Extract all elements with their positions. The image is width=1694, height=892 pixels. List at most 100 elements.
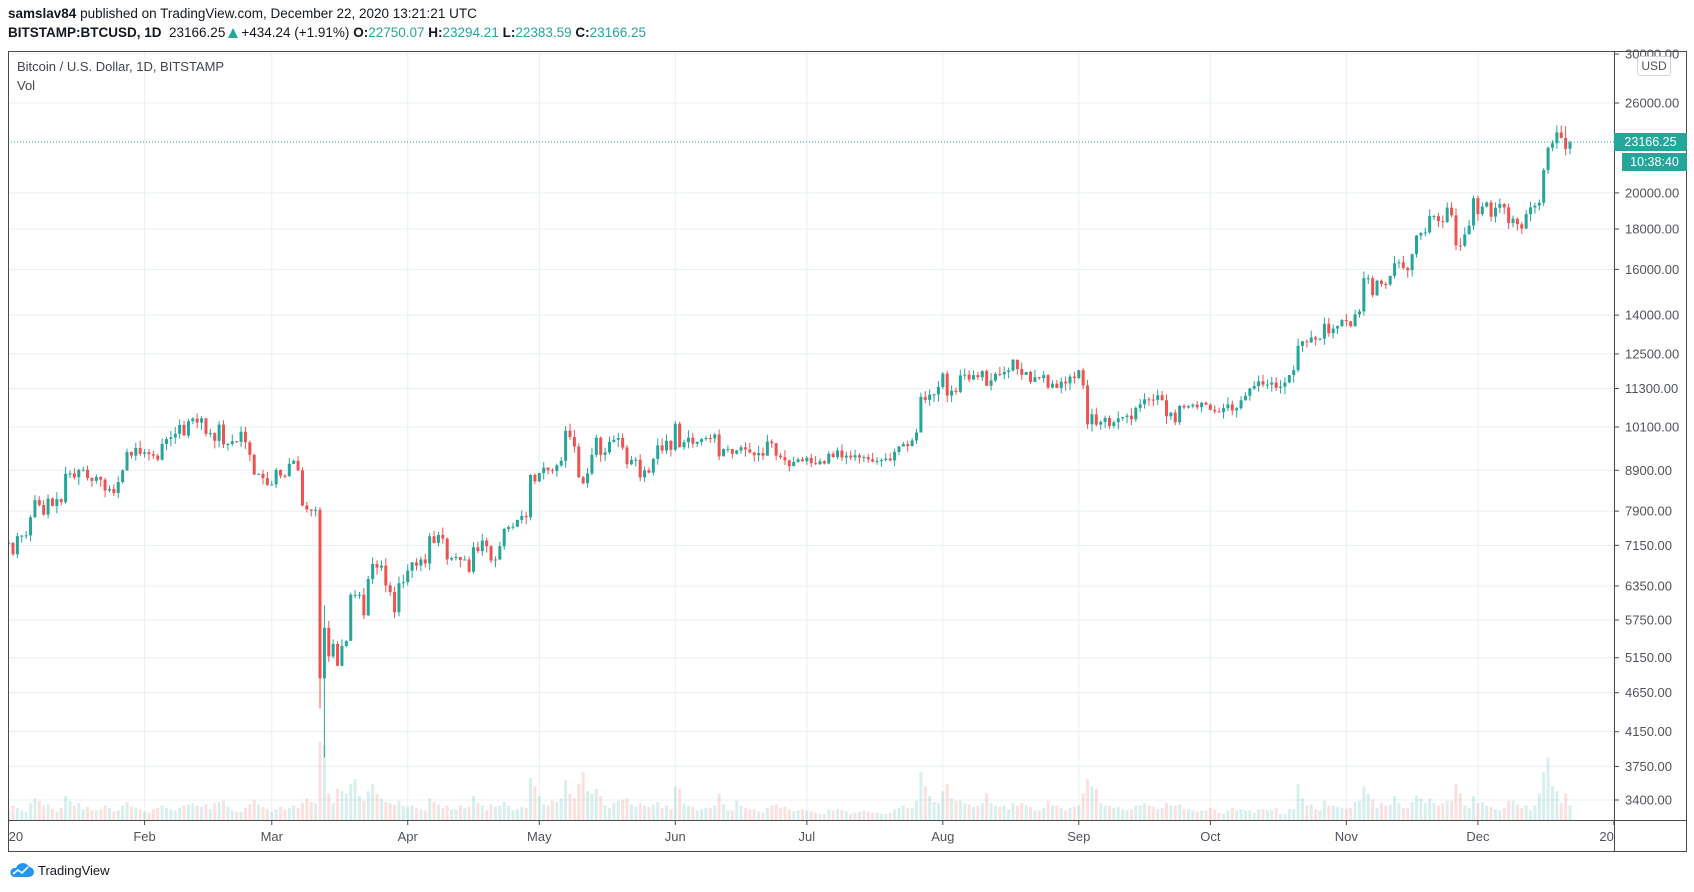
candle-down bbox=[1020, 369, 1024, 375]
time-axis[interactable]: 2020 Feb Mar Apr May Jun Jul Aug Sep Oct Nov Dec 202… bbox=[0, 820, 1628, 844]
candle-down bbox=[235, 441, 239, 443]
volume-bar bbox=[1357, 800, 1361, 820]
volume-bar bbox=[1059, 808, 1063, 820]
candle-down bbox=[761, 453, 765, 456]
volume-bar bbox=[129, 806, 133, 820]
volume-bar bbox=[81, 809, 85, 820]
volume-bar bbox=[270, 811, 274, 820]
candle-down bbox=[849, 455, 853, 458]
volume-bar bbox=[314, 803, 318, 820]
candle-up bbox=[1472, 198, 1476, 226]
candle-down bbox=[1029, 371, 1033, 382]
volume-bar bbox=[454, 809, 458, 820]
volume-legend[interactable]: Vol bbox=[17, 78, 36, 93]
author-name[interactable]: samslav84 bbox=[8, 6, 77, 21]
candle-up bbox=[1235, 408, 1239, 411]
volume-bar bbox=[331, 803, 335, 820]
volume-bar bbox=[730, 810, 734, 820]
volume-bar bbox=[1173, 805, 1177, 820]
candle-down bbox=[129, 451, 133, 456]
volume-bar bbox=[485, 810, 489, 820]
candle-up bbox=[950, 390, 954, 396]
currency-button[interactable]: USD bbox=[1637, 56, 1671, 76]
candle-down bbox=[1489, 202, 1493, 217]
candle-down bbox=[156, 455, 160, 460]
candle-up bbox=[1033, 377, 1037, 382]
candle-up bbox=[1200, 402, 1204, 408]
candle-down bbox=[730, 449, 734, 454]
candle-up bbox=[1283, 382, 1287, 387]
volume-bar bbox=[397, 800, 401, 820]
candle-up bbox=[1357, 311, 1361, 315]
candle-up bbox=[1336, 326, 1340, 329]
volume-bar bbox=[428, 798, 432, 820]
volume-bar bbox=[1533, 805, 1537, 820]
candle-down bbox=[1173, 412, 1177, 423]
candle-down bbox=[243, 431, 247, 443]
volume-bar bbox=[107, 808, 111, 820]
volume-bar bbox=[274, 809, 278, 820]
time-tick-label: Feb bbox=[133, 829, 155, 844]
candle-up bbox=[875, 460, 879, 462]
candle-up bbox=[353, 594, 357, 596]
volume-bar bbox=[300, 803, 304, 820]
volume-bar bbox=[151, 809, 155, 820]
volume-bar bbox=[1178, 804, 1182, 820]
price-tick-label: 10100.00 bbox=[1625, 419, 1679, 434]
volume-bar bbox=[116, 810, 120, 820]
candle-up bbox=[1222, 408, 1226, 413]
candle-down bbox=[375, 564, 379, 568]
candle-up bbox=[344, 640, 348, 646]
candle-down bbox=[37, 500, 41, 505]
candle-up bbox=[1445, 207, 1449, 223]
volume-bar bbox=[1068, 808, 1072, 820]
volume-bar bbox=[1186, 809, 1190, 820]
volume-bar bbox=[1015, 805, 1019, 820]
volume-bar bbox=[208, 809, 212, 820]
candle-up bbox=[1138, 404, 1142, 408]
volume-bar bbox=[840, 810, 844, 820]
volume-bar bbox=[1415, 796, 1419, 820]
volume-bar bbox=[8, 809, 11, 820]
volume-bar bbox=[1450, 800, 1454, 820]
volume-bar bbox=[985, 793, 989, 820]
volume-bar bbox=[1401, 808, 1405, 820]
candle-up bbox=[1331, 328, 1335, 334]
candle-up bbox=[1099, 421, 1103, 425]
candle-down bbox=[1507, 207, 1511, 223]
chart-legend-title[interactable]: Bitcoin / U.S. Dollar, 1D, BITSTAMP bbox=[17, 59, 225, 74]
candle-up bbox=[125, 451, 129, 471]
volume-bar bbox=[432, 802, 436, 820]
candle-down bbox=[1037, 377, 1041, 379]
candle-down bbox=[691, 437, 695, 444]
time-tick-label: Nov bbox=[1335, 829, 1359, 844]
volume-bar bbox=[1160, 808, 1164, 820]
price-tick-label: 18000.00 bbox=[1625, 222, 1679, 237]
tradingview-logo[interactable]: TradingView bbox=[8, 862, 110, 878]
candle-up bbox=[818, 461, 822, 465]
candle-down bbox=[809, 457, 813, 464]
candle-down bbox=[50, 498, 54, 506]
candle-down bbox=[388, 585, 392, 592]
candle-down bbox=[1015, 359, 1019, 370]
candle-up bbox=[1415, 235, 1419, 255]
candle-up bbox=[1493, 207, 1497, 217]
candle-up bbox=[879, 460, 883, 462]
candle-up bbox=[292, 460, 296, 464]
candle-down bbox=[489, 546, 493, 561]
volume-bar bbox=[779, 808, 783, 820]
candle-down bbox=[485, 540, 489, 547]
candle-down bbox=[1349, 321, 1353, 327]
candle-up bbox=[379, 565, 383, 568]
candle-down bbox=[195, 418, 199, 423]
candle-up bbox=[1125, 415, 1129, 417]
publish-info: samslav84 published on TradingView.com, … bbox=[8, 6, 477, 21]
volume-bar bbox=[849, 814, 853, 820]
volume-bar bbox=[1507, 800, 1511, 820]
candle-up bbox=[616, 438, 620, 440]
volume-bar bbox=[1261, 809, 1265, 820]
candle-down bbox=[831, 453, 835, 458]
price-tick-label: 26000.00 bbox=[1625, 96, 1679, 111]
volume-bar bbox=[349, 784, 353, 820]
